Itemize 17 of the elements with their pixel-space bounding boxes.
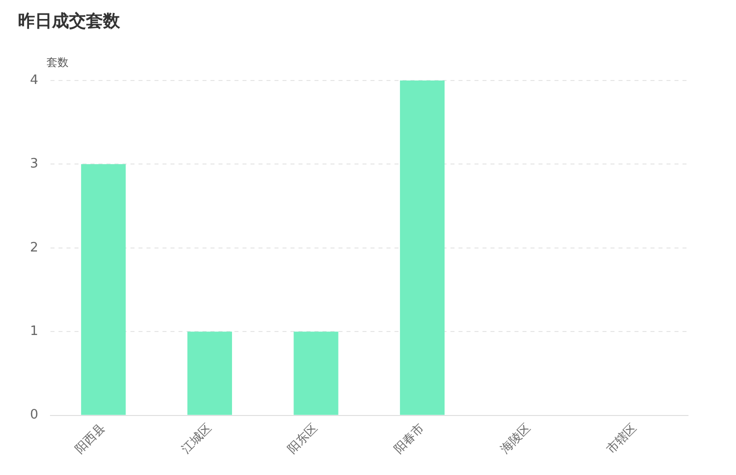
y-tick-label: 4 — [30, 72, 38, 88]
y-tick-label: 3 — [30, 156, 38, 172]
y-tick-label: 1 — [30, 324, 38, 339]
x-tick-label: 阳西县 — [72, 420, 108, 456]
y-axis-title: 套数 — [46, 56, 68, 69]
bar — [400, 80, 445, 415]
y-tick-label: 2 — [30, 240, 38, 256]
y-tick-label: 0 — [30, 408, 38, 423]
bar — [294, 332, 338, 415]
x-tick-label: 阳东区 — [284, 420, 320, 456]
bar — [81, 164, 126, 415]
x-tick-label: 海陵区 — [498, 420, 533, 456]
x-tick-label: 阳春市 — [391, 420, 427, 456]
chart-title: 昨日成交套数 — [18, 12, 121, 32]
x-tick-label: 江城区 — [178, 420, 214, 456]
x-tick-label: 市辖区 — [604, 420, 640, 456]
bar — [187, 332, 232, 415]
